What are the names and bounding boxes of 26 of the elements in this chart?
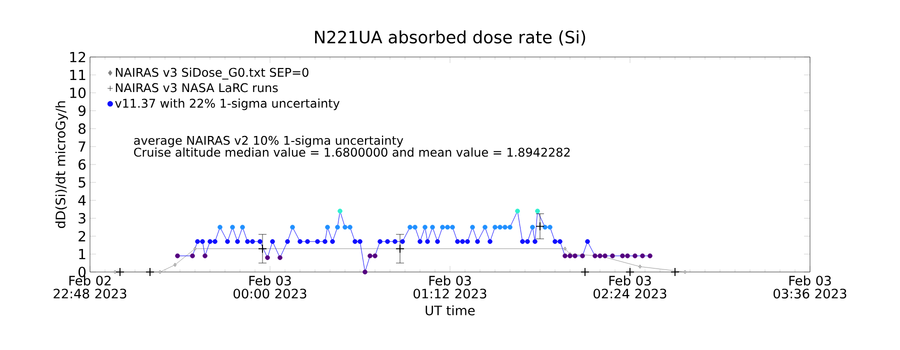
y-tick-label: 1: [79, 248, 86, 260]
y-tick-label: 12: [70, 52, 86, 62]
y-tick-label: 6: [78, 159, 86, 170]
y-axis-title: dD(Si)/dt microGy/h: [55, 101, 68, 228]
legend-label: v11.37 with 22% 1-sigma uncertainty: [115, 98, 340, 110]
y-tick-label: 11: [70, 70, 86, 80]
x-tick-label: Feb 02 22:48 2023: [54, 276, 126, 298]
y-tick-label: 8: [78, 123, 86, 134]
x-axis-title: UT time: [426, 305, 475, 316]
y-tick-label: 3: [78, 212, 86, 224]
x-tick-label: Feb 03 02:24 2023: [594, 276, 666, 298]
x-tick-label: Feb 03 01:12 2023: [414, 276, 486, 298]
y-tick-label: 10: [70, 88, 86, 98]
y-tick-label: 7: [78, 141, 86, 152]
y-tick-label: 0: [78, 266, 86, 278]
y-tick-label: 2: [78, 230, 86, 242]
annotation: Cruise altitude median value = 1.6800000 and mean value = 1.8942282: [134, 148, 570, 157]
y-tick-label: 9: [78, 105, 86, 116]
x-tick-label: Feb 03 00:00 2023: [234, 276, 306, 298]
legend-label: NAIRAS v3 SiDose_G0.txt SEP=0: [116, 68, 308, 80]
legend-label: NAIRAS v3 NASA LaRC runs: [116, 83, 278, 92]
y-tick-label: 5: [78, 177, 86, 188]
x-tick-label: Feb 03 03:36 2023: [774, 276, 846, 298]
y-tick-label: 4: [78, 195, 86, 206]
chart-title: N221UA absorbed dose rate (Si): [315, 30, 586, 46]
annotation: average NAIRAS v2 10% 1-sigma uncertainty: [134, 136, 404, 148]
